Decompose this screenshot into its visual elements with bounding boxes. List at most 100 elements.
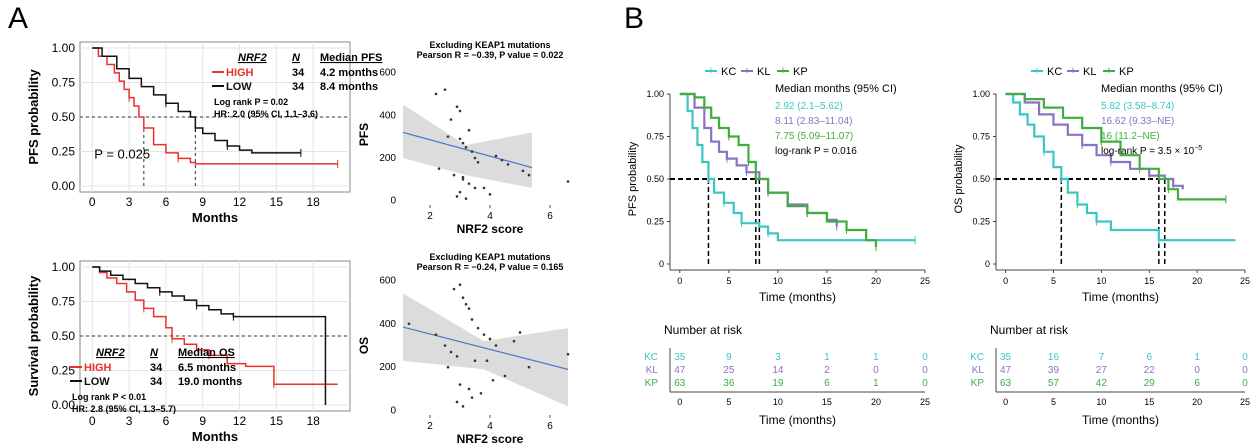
- scatter-subtitle: Pearson R = −0.24, P value = 0.165: [417, 262, 564, 272]
- scatter-point: [482, 186, 486, 190]
- y-tick-label: 200: [379, 153, 396, 164]
- scatter-point: [470, 150, 474, 153]
- y-tick-label: 0.75: [646, 132, 664, 142]
- x-tick-label: 0: [89, 414, 96, 428]
- y-tick-label: 0: [985, 259, 990, 269]
- y-tick-label: 0.00: [52, 398, 76, 412]
- scatter-title: Excluding KEAP1 mutations: [429, 40, 550, 50]
- legend-label: HIGH: [84, 362, 112, 374]
- risk-count: 27: [1096, 365, 1108, 376]
- x-tick-label: 3: [126, 414, 133, 428]
- scatter-point: [467, 307, 471, 310]
- risk-count: 7: [1099, 352, 1105, 363]
- x-tick-label: 18: [307, 195, 321, 209]
- scatter-point: [452, 173, 456, 177]
- risk-count: 16: [1048, 352, 1060, 363]
- risk-count: 0: [1242, 378, 1248, 389]
- risk-count: 57: [1048, 378, 1060, 389]
- x-tick-label: 25: [920, 276, 930, 286]
- risk-x-axis-label: Time (months): [759, 413, 836, 427]
- y-tick-label: 0.50: [52, 329, 76, 343]
- panel-label-a: A: [8, 2, 29, 35]
- legend-header-group: NRF2: [238, 52, 267, 64]
- scatter-point: [458, 137, 462, 141]
- scatter-point: [470, 396, 474, 399]
- legend-median: 19.0 months: [178, 376, 242, 388]
- y-tick-label: 0.00: [52, 179, 76, 193]
- x-axis-label: NRF2 score: [457, 222, 524, 236]
- risk-tick-label: 25: [1240, 397, 1250, 407]
- scatter-point: [476, 160, 480, 164]
- scatter-point: [452, 287, 456, 291]
- risk-count: 6: [1146, 352, 1152, 363]
- y-tick-label: 0.50: [646, 174, 664, 184]
- risk-count: 0: [1242, 365, 1248, 376]
- scatter-point: [485, 359, 489, 363]
- y-tick-label: 1.00: [972, 89, 990, 99]
- risk-tick-label: 0: [1003, 397, 1008, 407]
- scatter-point: [455, 105, 459, 109]
- y-tick-label: 600: [379, 275, 396, 286]
- legend-header-group: NRF2: [96, 347, 125, 359]
- risk-count: 3: [775, 352, 781, 363]
- logrank-exponent: −5: [1194, 145, 1202, 152]
- km-curve-high: [92, 47, 338, 165]
- risk-row-label: KL: [972, 365, 985, 376]
- x-tick-label: 9: [199, 195, 206, 209]
- risk-count: 9: [726, 352, 732, 363]
- x-tick-label: 15: [270, 414, 284, 428]
- risk-table-title: Number at risk: [990, 323, 1069, 337]
- legend-label: HIGH: [226, 67, 254, 79]
- scatter-point: [464, 146, 468, 149]
- y-tick-label: 0: [390, 406, 396, 417]
- km-curve-kp: [679, 92, 878, 247]
- y-tick-label: 0.75: [52, 76, 76, 90]
- scatter-point: [473, 359, 477, 363]
- x-tick-label: 6: [547, 421, 553, 432]
- x-tick-label: 5: [1051, 276, 1056, 286]
- km-chart-1: 0 3 6 9 12 15 18 0.00 0.25 0.50 0.75 1.00 Months PFS …: [26, 41, 382, 225]
- x-tick-label: 10: [1096, 276, 1106, 286]
- scatter-point: [455, 195, 459, 198]
- x-tick-label: 20: [871, 276, 881, 286]
- risk-row-label: KC: [644, 352, 658, 363]
- scatter-point: [464, 197, 468, 200]
- km-curve-kc: [679, 92, 916, 242]
- risk-count: 0: [922, 365, 928, 376]
- risk-count: 1: [824, 352, 830, 363]
- legend-label: KC: [1047, 66, 1062, 78]
- scatter-title: Excluding KEAP1 mutations: [429, 252, 550, 262]
- legend-label: KC: [721, 66, 736, 78]
- median-header: Median months (95% CI): [1101, 83, 1223, 95]
- legend-n: 34: [150, 376, 163, 388]
- regression-line: [402, 326, 569, 370]
- risk-tick-label: 0: [677, 397, 682, 407]
- x-tick-label: 6: [163, 195, 170, 209]
- km-curve-low: [92, 47, 301, 154]
- risk-count: 47: [1000, 365, 1012, 376]
- legend-label: KL: [757, 66, 770, 78]
- scatter-point: [482, 333, 486, 336]
- x-tick-label: 6: [163, 414, 170, 428]
- confidence-band: [403, 293, 568, 407]
- legend-label: KP: [1119, 66, 1134, 78]
- legend-header-n: N: [150, 347, 159, 359]
- panel-label-b: B: [624, 2, 645, 35]
- median-value: 2.92 (2.1–5.62): [775, 101, 843, 112]
- risk-count: 47: [674, 365, 686, 376]
- risk-count: 36: [723, 378, 735, 389]
- scatter-point: [506, 163, 510, 166]
- logrank-text: Log rank P = 0.02: [214, 97, 288, 107]
- scatter-point: [512, 339, 516, 343]
- scatter-point: [491, 378, 495, 382]
- y-tick-label: 0.25: [52, 364, 76, 378]
- y-axis-label: OS probability: [953, 144, 965, 214]
- x-tick-label: 15: [822, 276, 832, 286]
- scatter-point: [521, 169, 525, 173]
- legend-plus: +: [1070, 65, 1076, 77]
- risk-tick-label: 15: [1144, 397, 1154, 407]
- median-value: 8.11 (2.83–11.04): [775, 116, 852, 127]
- x-tick-label: 0: [677, 276, 682, 286]
- risk-row-label: KP: [645, 378, 659, 389]
- scatter-point: [527, 365, 531, 369]
